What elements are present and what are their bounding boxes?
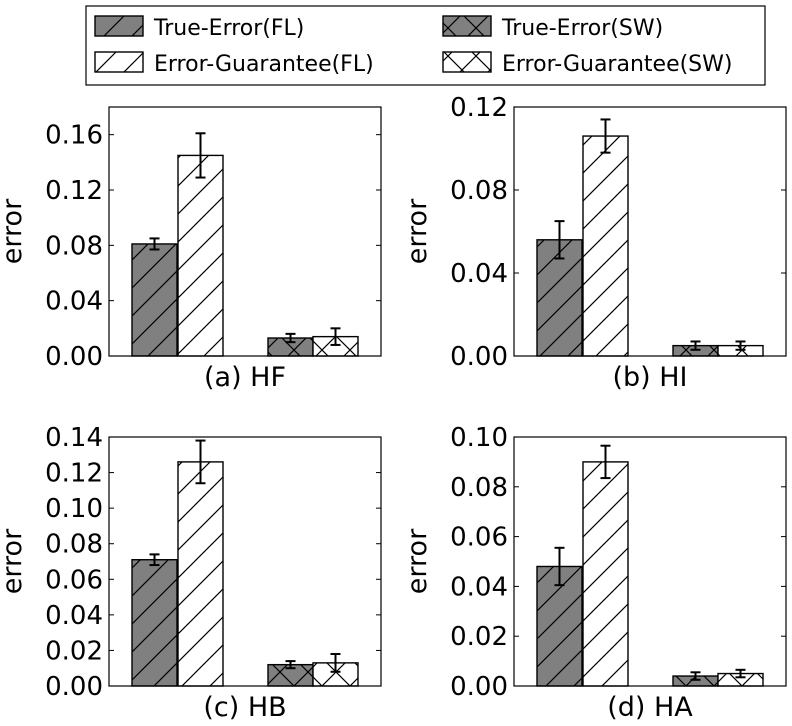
y-tick-label: 0.14 bbox=[45, 423, 103, 453]
y-tick-label: 0.08 bbox=[45, 231, 103, 261]
plot-frame bbox=[108, 436, 382, 687]
subplot-caption: (a) HF bbox=[204, 362, 286, 393]
legend: True-Error(FL) True-Error(SW) Error-Guar… bbox=[85, 5, 766, 86]
error-bar-true-error-sw bbox=[690, 671, 701, 681]
y-axis-title: error bbox=[0, 528, 28, 594]
bar-error-guarantee-fl bbox=[582, 135, 629, 357]
y-tick-label: 0.08 bbox=[45, 530, 103, 560]
legend-swatch-error-guarantee-fl bbox=[94, 51, 144, 73]
y-tick-label: 0.00 bbox=[450, 672, 508, 702]
error-bar-error-guarantee-sw bbox=[735, 668, 746, 679]
subplot-caption: (d) HA bbox=[607, 692, 693, 723]
error-bar-true-error-sw bbox=[285, 332, 296, 344]
subplot-ha: 0.00 0.02 0.04 0.06 0.08 0.10 error (d) HA bbox=[402, 423, 787, 723]
bar-error-guarantee-sw bbox=[312, 335, 359, 357]
legend-label-true-error-fl: True-Error(FL) bbox=[153, 16, 304, 41]
y-tick-label: 0.04 bbox=[45, 601, 103, 631]
error-bar-error-guarantee-fl bbox=[600, 118, 611, 154]
bar-error-guarantee-sw bbox=[717, 672, 764, 687]
bar-error-guarantee-fl bbox=[177, 461, 224, 687]
error-bar-true-error-fl bbox=[149, 553, 160, 567]
legend-label-error-guarantee-sw: Error-Guarantee(SW) bbox=[502, 52, 732, 77]
y-tick-label: 0.00 bbox=[45, 342, 103, 372]
y-tick-label: 0.12 bbox=[450, 93, 508, 123]
subplot-hi: 0.00 0.04 0.08 0.12 error (b) HI bbox=[402, 93, 787, 393]
bar-true-error-fl bbox=[536, 565, 583, 687]
bar-error-guarantee-fl bbox=[177, 154, 224, 357]
plot-frame bbox=[108, 106, 382, 357]
bar-error-guarantee-fl bbox=[582, 461, 629, 687]
y-tick-label: 0.10 bbox=[450, 423, 508, 453]
y-tick-label: 0.08 bbox=[450, 473, 508, 503]
legend-label-error-guarantee-fl: Error-Guarantee(FL) bbox=[154, 52, 374, 77]
error-bar-true-error-fl bbox=[554, 220, 565, 260]
legend-swatch-true-error-sw bbox=[442, 15, 492, 37]
legend-swatch-error-guarantee-sw bbox=[442, 51, 492, 73]
plot-frame bbox=[513, 436, 787, 687]
legend-item-error-guarantee-sw: Error-Guarantee(SW) bbox=[442, 51, 732, 77]
error-bar-true-error-fl bbox=[149, 237, 160, 251]
y-axis-title: error bbox=[0, 198, 28, 264]
y-tick-label: 0.06 bbox=[45, 565, 103, 595]
legend-swatch-true-error-fl bbox=[94, 15, 144, 37]
bar-true-error-fl bbox=[131, 243, 178, 357]
error-bar-error-guarantee-sw bbox=[330, 652, 341, 673]
subplot-caption: (c) HB bbox=[203, 692, 286, 723]
error-bar-error-guarantee-fl bbox=[600, 444, 611, 480]
bar-error-guarantee-sw bbox=[312, 662, 359, 687]
y-tick-label: 0.12 bbox=[45, 176, 103, 206]
y-tick-label: 0.10 bbox=[45, 494, 103, 524]
error-bar-error-guarantee-sw bbox=[330, 327, 341, 346]
y-axis-title: error bbox=[402, 528, 433, 594]
legend-frame bbox=[85, 5, 766, 86]
error-bar-true-error-sw bbox=[285, 660, 296, 670]
bar-true-error-sw bbox=[267, 663, 314, 687]
error-bar-true-error-sw bbox=[690, 340, 701, 351]
y-tick-label: 0.02 bbox=[450, 622, 508, 652]
plot-frame bbox=[513, 106, 787, 357]
legend-item-error-guarantee-fl: Error-Guarantee(FL) bbox=[94, 51, 374, 77]
error-bar-error-guarantee-sw bbox=[735, 340, 746, 351]
error-bar-true-error-fl bbox=[554, 546, 565, 587]
error-bar-error-guarantee-fl bbox=[195, 439, 206, 485]
legend-item-true-error-sw: True-Error(SW) bbox=[442, 15, 663, 41]
y-tick-label: 0.02 bbox=[45, 636, 103, 666]
y-axis-title: error bbox=[402, 198, 433, 264]
y-tick-label: 0.00 bbox=[45, 672, 103, 702]
y-tick-label: 0.08 bbox=[450, 176, 508, 206]
subplot-caption: (b) HI bbox=[612, 362, 687, 393]
subplot-hf: 0.00 0.04 0.08 0.12 0.16 error (a) HF bbox=[0, 106, 382, 393]
y-tick-label: 0.12 bbox=[45, 459, 103, 489]
y-tick-label: 0.04 bbox=[450, 572, 508, 602]
y-tick-label: 0.00 bbox=[450, 342, 508, 372]
y-tick-label: 0.04 bbox=[450, 259, 508, 289]
y-tick-label: 0.06 bbox=[450, 523, 508, 553]
bar-true-error-sw bbox=[267, 337, 314, 357]
bar-true-error-fl bbox=[131, 559, 178, 687]
y-tick-label: 0.16 bbox=[45, 121, 103, 151]
legend-label-true-error-sw: True-Error(SW) bbox=[501, 16, 663, 41]
subplot-hb: 0.00 0.02 0.04 0.06 0.08 0.10 0.12 0.14 error (c)… bbox=[0, 423, 382, 723]
error-bar-error-guarantee-fl bbox=[195, 132, 206, 179]
legend-item-true-error-fl: True-Error(FL) bbox=[94, 15, 304, 41]
y-tick-label: 0.04 bbox=[45, 287, 103, 317]
